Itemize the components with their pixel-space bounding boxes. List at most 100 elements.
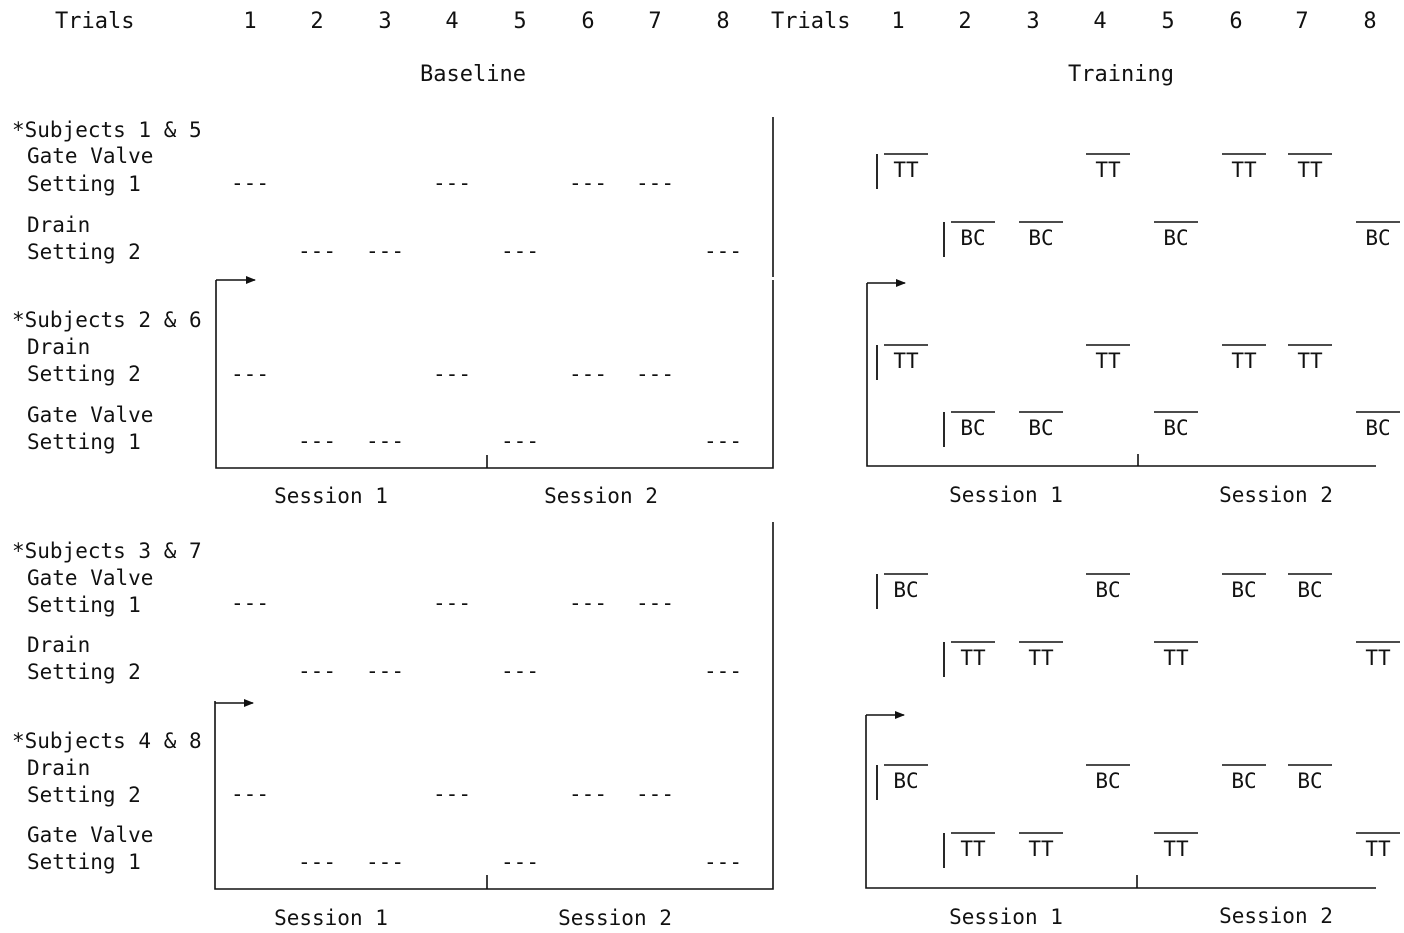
training-code-mark: TT bbox=[1288, 153, 1332, 182]
baseline-dash-mark: --- bbox=[501, 850, 539, 874]
training-code-label: BC bbox=[1163, 226, 1188, 250]
training-code-label: BC bbox=[1231, 578, 1256, 602]
baseline-dash-mark: --- bbox=[569, 362, 607, 386]
baseline-trial-number: 5 bbox=[513, 9, 526, 34]
baseline-dash-mark: --- bbox=[636, 782, 674, 806]
training-code-mark: TT bbox=[1356, 832, 1400, 861]
baseline-dash-mark: --- bbox=[636, 362, 674, 386]
training-trial-number: 2 bbox=[958, 9, 971, 34]
baseline-trial-number: 1 bbox=[243, 9, 256, 34]
training-code-mark: TT bbox=[876, 153, 928, 189]
training-code-label: BC bbox=[960, 226, 985, 250]
baseline-dash-mark: --- bbox=[704, 429, 742, 453]
training-code-label: TT bbox=[1095, 158, 1121, 182]
subjects-label: *Subjects 4 & 8 bbox=[12, 729, 202, 753]
baseline-dash-mark: --- bbox=[569, 782, 607, 806]
training-code-mark: BC bbox=[876, 573, 928, 609]
training-code-label: TT bbox=[1297, 349, 1323, 373]
training-code-label: TT bbox=[960, 646, 986, 670]
baseline-dash-mark: --- bbox=[501, 429, 539, 453]
training-code-label: TT bbox=[1163, 646, 1189, 670]
training-code-mark: BC bbox=[1288, 573, 1332, 602]
training-code-label: TT bbox=[1231, 158, 1257, 182]
training-code-label: TT bbox=[893, 349, 919, 373]
training-trial-number: 8 bbox=[1363, 9, 1376, 34]
training-trial-number: 6 bbox=[1229, 9, 1242, 34]
training-trial-number: 5 bbox=[1161, 9, 1174, 34]
baseline-dash-mark: --- bbox=[298, 659, 336, 683]
baseline-dash-mark: --- bbox=[433, 362, 471, 386]
baseline-trial-number: 4 bbox=[445, 9, 458, 34]
baseline-dash-mark: --- bbox=[704, 239, 742, 263]
baseline-dash-mark: --- bbox=[501, 659, 539, 683]
training-code-label: BC bbox=[1365, 416, 1390, 440]
training-code-mark: TT bbox=[1356, 641, 1400, 670]
baseline-dash-mark: --- bbox=[433, 591, 471, 615]
baseline-dash-mark: --- bbox=[231, 782, 269, 806]
training-code-mark: BC bbox=[1288, 764, 1332, 793]
baseline-trial-number: 3 bbox=[378, 9, 391, 34]
training-code-mark: TT bbox=[1086, 153, 1130, 182]
session-label: Session 2 bbox=[544, 484, 658, 508]
training-code-label: BC bbox=[1028, 416, 1053, 440]
training-code-mark: BC bbox=[1356, 221, 1400, 250]
training-code-mark: BC bbox=[1019, 221, 1063, 250]
subjects-label: *Subjects 2 & 6 bbox=[12, 308, 202, 332]
training-trials-label: Trials bbox=[771, 9, 850, 34]
training-code-label: BC bbox=[960, 416, 985, 440]
condition-setting: Setting 1 bbox=[27, 172, 141, 196]
header-row: Trials 1 2 3 4 5 6 7 8 Trials 1 2 3 4 5 … bbox=[55, 9, 1377, 87]
training-code-mark: TT bbox=[1019, 832, 1063, 861]
baseline-title: Baseline bbox=[420, 62, 526, 87]
baseline-frame-bottom bbox=[214, 522, 774, 890]
training-code-mark: BC bbox=[876, 764, 928, 800]
training-frame-top bbox=[866, 283, 1376, 467]
training-code-mark: TT bbox=[1154, 641, 1198, 670]
baseline-dash-mark: --- bbox=[433, 171, 471, 195]
condition-name: Gate Valve bbox=[27, 823, 153, 847]
baseline-marks: --- --- --- --- --- --- --- --- --- --- --- --- --- -… bbox=[231, 171, 742, 874]
training-trial-number: 7 bbox=[1295, 9, 1308, 34]
training-code-mark: BC bbox=[943, 411, 995, 447]
training-code-label: BC bbox=[1231, 769, 1256, 793]
training-code-mark: TT bbox=[1222, 344, 1266, 373]
baseline-trial-number: 6 bbox=[581, 9, 594, 34]
training-code-label: BC bbox=[1163, 416, 1188, 440]
training-title: Training bbox=[1068, 62, 1174, 87]
training-panel-frames bbox=[865, 279, 1376, 889]
condition-name: Gate Valve bbox=[27, 144, 153, 168]
condition-name: Drain bbox=[27, 213, 90, 237]
condition-name: Gate Valve bbox=[27, 403, 153, 427]
training-code-label: BC bbox=[893, 769, 918, 793]
training-code-mark: BC bbox=[1154, 411, 1198, 440]
training-trial-number: 3 bbox=[1026, 9, 1039, 34]
training-code-mark: TT bbox=[1019, 641, 1063, 670]
training-code-mark: BC bbox=[1086, 573, 1130, 602]
session-label: Session 2 bbox=[558, 906, 672, 930]
training-code-label: TT bbox=[1163, 837, 1189, 861]
session-label: Session 2 bbox=[1219, 483, 1333, 507]
training-code-label: TT bbox=[960, 837, 986, 861]
training-code-mark: TT bbox=[1086, 344, 1130, 373]
training-code-mark: BC bbox=[1019, 411, 1063, 440]
subjects-label: *Subjects 1 & 5 bbox=[12, 118, 202, 142]
training-frame-bottom bbox=[865, 715, 1376, 889]
training-code-mark: BC bbox=[1356, 411, 1400, 440]
baseline-trial-number: 8 bbox=[716, 9, 729, 34]
training-code-label: TT bbox=[893, 158, 919, 182]
baseline-dash-mark: --- bbox=[433, 782, 471, 806]
training-code-label: BC bbox=[1297, 769, 1322, 793]
training-code-mark: TT bbox=[1154, 832, 1198, 861]
condition-name: Gate Valve bbox=[27, 566, 153, 590]
session-labels: Session 1 Session 2 Session 1 Session 2 … bbox=[274, 483, 1333, 930]
training-code-label: BC bbox=[1297, 578, 1322, 602]
training-code-label: BC bbox=[1095, 769, 1120, 793]
training-code-mark: TT bbox=[876, 344, 928, 380]
baseline-dash-mark: --- bbox=[366, 659, 404, 683]
training-code-label: TT bbox=[1028, 837, 1054, 861]
training-marks: TT TT TT TT BC BC BC BC TT TT TT TT BC BC BC BC BC BC BC BC… bbox=[876, 153, 1400, 868]
condition-setting: Setting 2 bbox=[27, 783, 141, 807]
baseline-trial-number: 2 bbox=[310, 9, 323, 34]
training-code-label: TT bbox=[1095, 349, 1121, 373]
